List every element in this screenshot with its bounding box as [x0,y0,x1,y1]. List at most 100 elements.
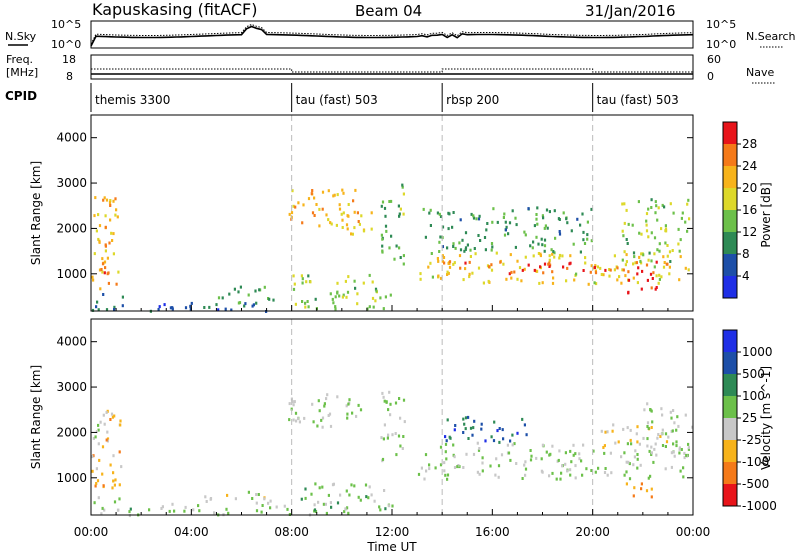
heatmap-cell [391,433,394,437]
xtick-label: 04:00 [174,525,209,539]
heatmap-cell [623,451,626,455]
heatmap-cell [106,437,110,441]
heatmap-cell [683,451,686,455]
heatmap-cell [109,463,112,467]
heatmap-cell [647,426,650,430]
heatmap-cell [544,224,547,228]
heatmap-cell [97,237,100,241]
heatmap-cell [353,226,356,230]
heatmap-cell [575,272,578,276]
heatmap-cell [101,270,104,274]
heatmap-cell [624,263,627,267]
heatmap-cell [303,416,306,420]
heatmap-cell [263,285,266,289]
heatmap-cell [683,456,686,460]
heatmap-cell [509,439,512,443]
heatmap-cell [470,212,473,216]
velocity-panel: 1000 2000 3000 4000 Slant Range [km] [29,318,694,518]
velocity-ylabel: Slant Range [km] [29,365,43,469]
heatmap-cell [636,453,639,456]
heatmap-cell [99,287,102,291]
heatmap-cell [668,250,672,254]
heatmap-cell [275,505,278,509]
heatmap-cell [632,276,635,280]
heatmap-cell [592,266,595,270]
heatmap-cell [217,296,221,300]
heatmap-cell [380,436,383,440]
velocity-gridlines [291,319,594,515]
heatmap-cell [623,221,626,225]
heatmap-cell [630,442,633,446]
heatmap-cell [93,252,96,256]
power-panel: 1000 2000 3000 4000 Slant Range [km] [29,114,694,313]
heatmap-cell [594,269,597,273]
heatmap-cell [104,249,107,253]
heatmap-cell [626,242,629,245]
heatmap-cell [498,440,501,444]
heatmap-cell [582,443,585,447]
heatmap-cell [649,272,653,276]
heatmap-cell [464,246,468,250]
nsearch-series [90,23,694,45]
heatmap-cell [292,403,295,407]
heatmap-cell [103,422,106,426]
heatmap-cell [183,509,186,513]
heatmap-cell [300,274,303,278]
heatmap-cell [336,501,340,505]
heatmap-cell [672,450,675,454]
heatmap-cell [328,412,332,416]
heatmap-cell [632,262,635,266]
heatmap-cell [561,464,564,468]
heatmap-cell [491,220,494,224]
ytick-label: 3000 [56,176,87,190]
heatmap-cell [623,250,626,254]
cpid-segment-label: rbsp 200 [446,93,499,107]
heatmap-cell [551,252,554,256]
heatmap-cell [148,508,151,512]
heatmap-cell [472,426,475,430]
heatmap-cell [458,241,461,245]
heatmap-cell [341,218,344,222]
heatmap-cell [686,229,689,233]
colorbar-tick-label: 500 [742,367,765,381]
heatmap-cell [476,441,479,445]
power-colorbar: 28 24 20 16 12 8 4 [722,121,757,299]
heatmap-cell [288,418,291,422]
heatmap-cell [536,206,539,210]
heatmap-cell [610,471,613,475]
heatmap-cell [586,220,589,224]
heatmap-cell [631,223,634,227]
heatmap-cell [653,265,656,269]
heatmap-cell [332,194,335,198]
heatmap-cell [634,261,637,265]
heatmap-cell [556,459,559,463]
heatmap-cell [336,193,339,197]
heatmap-cell [352,199,355,203]
heatmap-cell [356,302,359,306]
heatmap-cell [484,248,487,252]
heatmap-cell [346,227,349,231]
heatmap-cell [379,508,382,512]
heatmap-cell [101,445,105,449]
heatmap-cell [381,391,384,395]
heatmap-cell [492,207,495,211]
heatmap-cell [105,438,108,442]
nsky-label: N.Sky [5,30,37,43]
heatmap-cell [348,493,351,497]
freq-tick-top: 18 [62,53,76,66]
heatmap-cell [673,454,676,458]
heatmap-cell [593,281,596,285]
heatmap-cell [318,224,321,228]
heatmap-cell [268,297,271,301]
heatmap-cell [325,397,328,401]
heatmap-cell [660,432,663,436]
heatmap-cell [687,442,690,446]
heatmap-cell [547,262,550,266]
heatmap-cell [453,466,457,469]
heatmap-cell [378,505,381,509]
heatmap-cell [514,216,517,220]
heatmap-cell [548,210,551,214]
heatmap-cell [609,451,612,455]
heatmap-cell [632,463,635,467]
heatmap-cell [451,225,454,229]
